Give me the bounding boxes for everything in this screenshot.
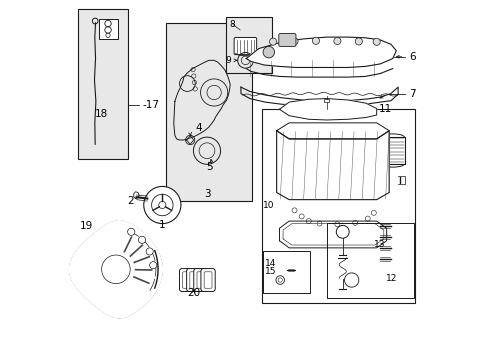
Text: 1: 1 xyxy=(159,220,165,230)
Circle shape xyxy=(372,38,380,45)
FancyBboxPatch shape xyxy=(186,269,201,292)
FancyBboxPatch shape xyxy=(179,269,193,292)
Bar xyxy=(165,23,251,202)
Text: 12: 12 xyxy=(385,274,396,283)
Bar xyxy=(326,223,413,298)
Text: 6: 6 xyxy=(408,52,415,62)
Circle shape xyxy=(290,38,298,45)
Text: 3: 3 xyxy=(203,189,210,199)
Circle shape xyxy=(159,202,165,208)
Bar xyxy=(263,251,309,293)
Polygon shape xyxy=(276,131,388,200)
Bar xyxy=(324,99,328,102)
Text: 20: 20 xyxy=(187,288,200,298)
Circle shape xyxy=(149,262,157,269)
Bar xyxy=(99,19,118,39)
Circle shape xyxy=(146,248,153,255)
Circle shape xyxy=(269,38,276,45)
Bar xyxy=(225,18,272,73)
Text: 18: 18 xyxy=(95,109,108,119)
FancyBboxPatch shape xyxy=(193,269,207,292)
Text: -17: -17 xyxy=(142,100,160,110)
Text: 15: 15 xyxy=(264,267,276,276)
FancyBboxPatch shape xyxy=(278,33,295,46)
Bar xyxy=(78,9,128,158)
Text: 13: 13 xyxy=(373,240,385,249)
Text: 10: 10 xyxy=(262,201,274,210)
Circle shape xyxy=(138,236,145,243)
Text: 19: 19 xyxy=(80,221,93,231)
Text: 9: 9 xyxy=(224,56,230,65)
Circle shape xyxy=(333,37,340,45)
Text: 8: 8 xyxy=(229,20,235,29)
Bar xyxy=(261,109,414,303)
FancyBboxPatch shape xyxy=(201,269,215,292)
Text: 11: 11 xyxy=(378,104,391,113)
Polygon shape xyxy=(69,221,162,318)
Polygon shape xyxy=(246,37,395,67)
Text: 16: 16 xyxy=(356,146,369,156)
Circle shape xyxy=(263,46,274,58)
Text: 4: 4 xyxy=(195,123,202,133)
Text: 5: 5 xyxy=(206,162,213,172)
Circle shape xyxy=(143,186,181,224)
Text: 14: 14 xyxy=(264,260,276,269)
FancyBboxPatch shape xyxy=(234,37,256,55)
Polygon shape xyxy=(279,99,376,120)
Circle shape xyxy=(354,38,362,45)
Text: 7: 7 xyxy=(408,89,415,99)
Text: 2: 2 xyxy=(127,197,134,206)
Circle shape xyxy=(312,37,319,44)
Circle shape xyxy=(127,228,135,235)
Polygon shape xyxy=(276,123,388,139)
